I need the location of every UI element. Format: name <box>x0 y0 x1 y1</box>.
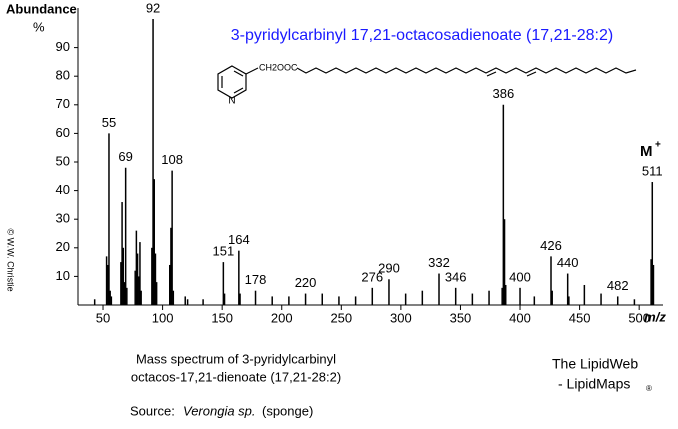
x-tick-label: 50 <box>96 310 110 325</box>
x-tick-label: 150 <box>211 310 233 325</box>
credit-mark: ® <box>646 384 652 393</box>
y-tick-label: 40 <box>56 182 70 197</box>
y-tick-label: 10 <box>56 268 70 283</box>
peak-label: 92 <box>146 0 160 15</box>
peak-label: 69 <box>118 149 132 164</box>
peak-label: 164 <box>228 232 250 247</box>
peak-label: 440 <box>557 255 579 270</box>
peak-label: 55 <box>102 115 116 130</box>
peak-label: 290 <box>378 261 400 276</box>
credit: The LipidWeb <box>552 356 638 372</box>
peak-label: 178 <box>245 272 267 287</box>
structure-atom: N <box>228 96 235 107</box>
peak-label: 346 <box>445 269 467 284</box>
peak-label: 108 <box>161 152 183 167</box>
molecular-ion: M <box>640 143 653 160</box>
peak-label: 276 <box>361 269 383 284</box>
peak-label: 511 <box>642 163 663 178</box>
x-tick-label: 200 <box>271 310 293 325</box>
y-tick-label: 90 <box>56 39 70 54</box>
x-axis-label: m/z <box>644 309 666 324</box>
y-tick-label: 80 <box>56 68 70 83</box>
y-tick-label: 60 <box>56 125 70 140</box>
x-tick-label: 250 <box>330 310 352 325</box>
peak-label: 220 <box>295 275 317 290</box>
caption-line: octacos-17,21-dienoate (17,21-28:2) <box>131 369 341 384</box>
y-axis-label: Abundance <box>6 1 77 16</box>
caption-line: Mass spectrum of 3-pyridylcarbinyl <box>136 351 336 366</box>
y-tick-label: 20 <box>56 239 70 254</box>
y-axis-unit: % <box>33 19 45 34</box>
peak-label: 482 <box>607 278 629 293</box>
peak-label: 151 <box>213 244 235 259</box>
structure-group: CH2OOC <box>259 62 298 72</box>
molecular-ion-charge: + <box>655 140 661 151</box>
structure <box>217 65 637 99</box>
copyright: © W.W. Christie <box>6 228 16 291</box>
peak-label: 400 <box>509 269 531 284</box>
credit: - LipidMaps <box>558 376 630 392</box>
x-tick-label: 100 <box>152 310 174 325</box>
y-tick-label: 30 <box>56 211 70 226</box>
x-tick-label: 450 <box>569 310 591 325</box>
source-suffix: (sponge) <box>262 403 313 418</box>
peak-label: 426 <box>540 238 562 253</box>
source-species: Verongia sp. <box>183 403 256 418</box>
chart-title: 3-pyridylcarbinyl 17,21-octacosadienoate… <box>231 27 613 44</box>
x-tick-label: 400 <box>509 310 531 325</box>
peak-label: 332 <box>428 255 450 270</box>
peak-label: 386 <box>492 86 514 101</box>
y-tick-label: 70 <box>56 96 70 111</box>
source-prefix: Source: <box>130 403 175 418</box>
x-tick-label: 350 <box>450 310 472 325</box>
y-tick-label: 50 <box>56 153 70 168</box>
x-tick-label: 500 <box>628 310 650 325</box>
x-tick-label: 300 <box>390 310 412 325</box>
